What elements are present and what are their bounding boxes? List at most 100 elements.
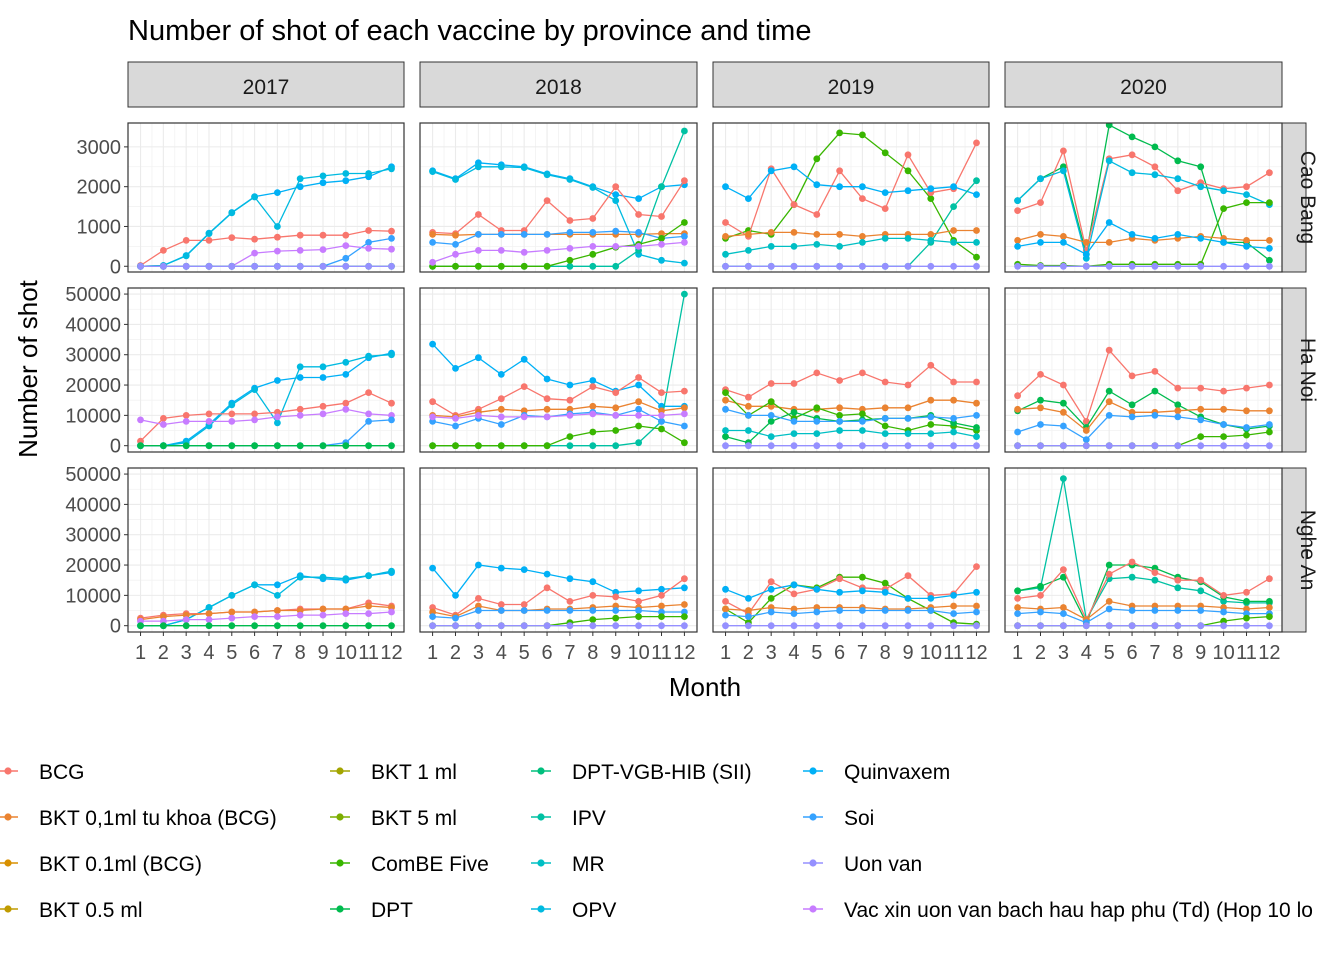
data-point-bkt-0-1ml-tu-khoa-bcg: [836, 404, 843, 412]
data-point-soi: [1060, 422, 1067, 430]
data-point-soi: [429, 239, 436, 246]
data-point-uon-van: [681, 622, 688, 630]
data-point-bcg: [1128, 372, 1136, 380]
data-point-quinvaxem: [497, 371, 505, 378]
series-line-vac-xin-uon-van-bach-hau-hap-phu-td-hop-10-lo: [140, 611, 392, 622]
data-point-vac-xin-uon-van-bach-hau-hap-phu-td-hop-10-lo: [319, 246, 327, 254]
data-point-bcg: [1174, 576, 1182, 584]
panel-cao-bang-2017: 0 1000 2000 3000: [77, 122, 405, 278]
data-point-uon-van: [1082, 262, 1090, 270]
facet-label-2018: 2018: [535, 76, 582, 99]
series-line-quinvaxem: [432, 162, 685, 200]
data-point-dpt: [319, 442, 327, 450]
data-point-dpt: [1105, 123, 1113, 129]
data-point-dpt: [1266, 598, 1273, 605]
data-point-bcg: [1105, 346, 1113, 354]
series-line-bcg: [432, 578, 685, 616]
data-point-opv: [296, 175, 304, 183]
data-point-bkt-0-1ml-tu-khoa-bcg: [1037, 404, 1044, 412]
data-point-dpt: [160, 622, 167, 630]
data-point-uon-van: [205, 262, 213, 270]
data-point-vac-xin-uon-van-bach-hau-hap-phu-td-hop-10-lo: [342, 242, 350, 250]
data-point-mr: [927, 430, 935, 437]
data-point-soi: [497, 607, 505, 614]
data-point-uon-van: [1082, 442, 1090, 450]
data-point-soi: [566, 607, 574, 614]
data-point-quinvaxem: [745, 195, 752, 203]
data-point-opv: [296, 573, 304, 581]
data-point-dpt: [767, 418, 775, 425]
data-point-bcg: [790, 201, 798, 209]
data-point-soi: [1266, 421, 1273, 428]
data-point-uon-van: [635, 622, 642, 630]
data-point-bcg: [681, 177, 688, 185]
data-point-quinvaxem: [1243, 243, 1250, 250]
legend-key-point: [336, 905, 344, 913]
data-point-uon-van: [881, 622, 889, 630]
x-tick-label: 6: [1126, 642, 1137, 664]
data-point-quinvaxem: [475, 561, 482, 569]
data-point-mr: [859, 427, 866, 434]
data-point-combe-five: [520, 262, 528, 270]
data-point-uon-van: [927, 442, 935, 450]
data-point-bcg: [388, 227, 395, 235]
legend-item-combe-five: ComBE Five: [330, 853, 489, 876]
data-point-bcg: [1014, 207, 1021, 215]
data-point-opv: [497, 163, 505, 171]
data-point-soi: [1243, 424, 1250, 431]
data-point-soi: [1151, 412, 1159, 419]
legend-key-point: [537, 767, 545, 775]
facet-label-nghe-an: Nghe An: [1296, 510, 1319, 591]
data-point-quinvaxem: [1082, 250, 1090, 258]
data-point-quinvaxem: [342, 177, 350, 185]
data-point-bkt-0-1ml-tu-khoa-bcg: [1014, 604, 1021, 611]
data-point-soi: [658, 418, 665, 425]
data-point-bkt-0-1ml-tu-khoa-bcg: [1014, 405, 1021, 413]
data-point-opv: [681, 259, 688, 267]
data-point-vac-xin-uon-van-bach-hau-hap-phu-td-hop-10-lo: [296, 412, 304, 419]
data-point-uon-van: [790, 622, 798, 630]
data-point-combe-five: [1266, 428, 1273, 436]
x-tick-label: 4: [203, 642, 214, 664]
data-point-bcg: [813, 369, 821, 377]
data-point-vac-xin-uon-van-bach-hau-hap-phu-td-hop-10-lo: [342, 405, 350, 413]
data-point-opv: [274, 592, 281, 599]
x-tick-label: 5: [226, 642, 237, 664]
data-point-vac-xin-uon-van-bach-hau-hap-phu-td-hop-10-lo: [566, 245, 574, 252]
series-line-bcg: [725, 142, 978, 238]
data-point-bkt-0-1ml-tu-khoa-bcg: [319, 605, 327, 613]
data-point-bcg: [612, 389, 620, 396]
data-point-soi: [1174, 607, 1182, 614]
data-point-dpt: [182, 622, 190, 630]
data-point-soi: [635, 229, 642, 236]
data-point-bcg: [520, 383, 528, 390]
data-point-soi: [589, 607, 597, 614]
data-point-uon-van: [1060, 622, 1067, 630]
x-tick-label: 10: [335, 642, 357, 664]
data-point-uon-van: [658, 622, 665, 630]
data-point-soi: [813, 418, 821, 425]
data-point-bkt-0-1ml-tu-khoa-bcg: [767, 229, 775, 236]
data-point-dpt: [296, 622, 304, 630]
legend-label: BKT 0.5 ml: [39, 899, 142, 922]
data-point-uon-van: [520, 622, 528, 630]
data-point-bkt-0-1ml-tu-khoa-bcg: [790, 229, 798, 236]
series-group: [1014, 346, 1273, 450]
data-point-combe-five: [1197, 433, 1205, 440]
data-point-uon-van: [813, 622, 821, 630]
data-point-bcg: [927, 361, 935, 369]
data-point-uon-van: [904, 442, 912, 450]
data-point-bcg: [767, 578, 775, 586]
data-point-mr: [904, 430, 912, 437]
facet-strip-2020: [1004, 61, 1283, 108]
data-point-uon-van: [475, 622, 482, 630]
data-point-ipv: [950, 203, 957, 211]
data-point-uon-van: [1037, 442, 1044, 450]
data-point-bcg: [205, 410, 213, 418]
data-point-opv: [1128, 169, 1136, 177]
data-point-ipv: [1060, 475, 1067, 482]
data-point-dpt: [1060, 573, 1067, 581]
facet-strip-2019: [712, 61, 990, 108]
data-point-soi: [475, 231, 482, 238]
data-point-uon-van: [497, 622, 505, 630]
